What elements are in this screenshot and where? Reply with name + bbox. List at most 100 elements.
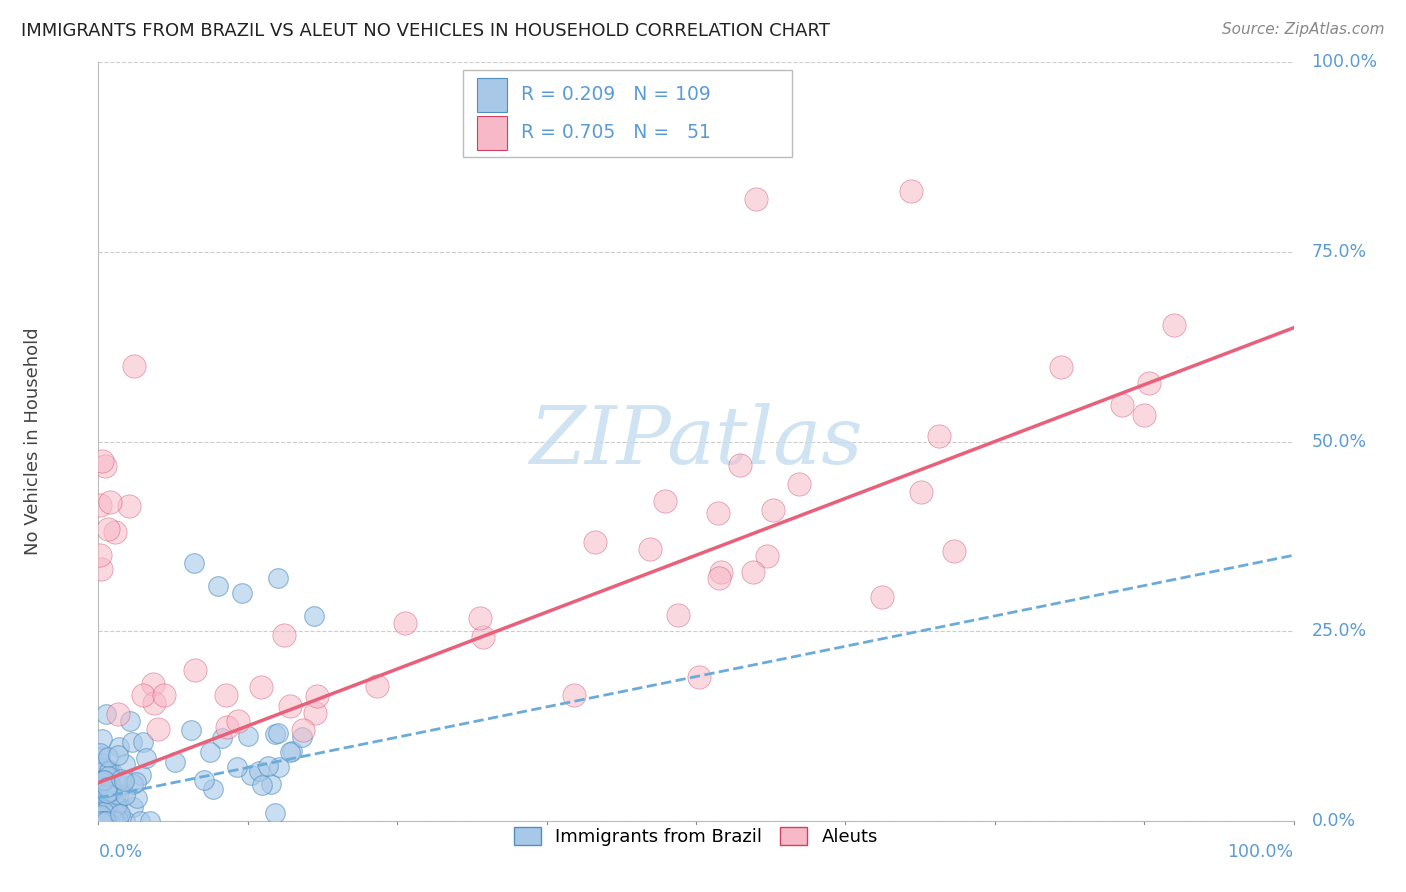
Point bbox=[124, 775, 146, 789]
Point bbox=[688, 670, 710, 684]
Point bbox=[90, 732, 112, 747]
Legend: Immigrants from Brazil, Aleuts: Immigrants from Brazil, Aleuts bbox=[506, 820, 886, 854]
Text: 0.0%: 0.0% bbox=[98, 844, 142, 862]
Point bbox=[304, 706, 326, 720]
Point bbox=[107, 747, 129, 762]
Point bbox=[471, 631, 494, 645]
Point bbox=[104, 787, 127, 801]
Point bbox=[139, 814, 162, 828]
Point bbox=[91, 772, 114, 787]
Point bbox=[93, 772, 115, 787]
Point bbox=[89, 749, 111, 764]
Point bbox=[240, 768, 263, 782]
Point bbox=[96, 814, 118, 828]
Point bbox=[267, 725, 290, 739]
Point bbox=[226, 760, 249, 774]
Point bbox=[90, 814, 112, 828]
FancyBboxPatch shape bbox=[463, 70, 792, 157]
Bar bbox=[477, 78, 508, 112]
Point bbox=[125, 791, 148, 805]
Point bbox=[131, 767, 153, 781]
Point bbox=[107, 814, 129, 828]
Point bbox=[108, 806, 131, 821]
Text: 100.0%: 100.0% bbox=[1227, 844, 1294, 862]
Point bbox=[184, 663, 207, 677]
Point bbox=[654, 494, 676, 508]
Point bbox=[165, 755, 187, 769]
Point bbox=[98, 814, 121, 828]
Point bbox=[120, 714, 142, 729]
Point bbox=[238, 729, 260, 743]
Point bbox=[96, 795, 118, 809]
Point bbox=[91, 760, 114, 774]
Point bbox=[96, 801, 118, 815]
Text: IMMIGRANTS FROM BRAZIL VS ALEUT NO VEHICLES IN HOUSEHOLD CORRELATION CHART: IMMIGRANTS FROM BRAZIL VS ALEUT NO VEHIC… bbox=[21, 22, 830, 40]
Point bbox=[302, 608, 325, 623]
Point bbox=[97, 750, 120, 764]
Point bbox=[89, 814, 111, 828]
Point bbox=[292, 723, 315, 737]
Point bbox=[267, 571, 290, 585]
Point bbox=[583, 534, 606, 549]
Point bbox=[291, 730, 314, 744]
Point bbox=[93, 814, 115, 828]
Point bbox=[640, 542, 662, 557]
Point bbox=[152, 688, 174, 702]
Point bbox=[200, 745, 222, 759]
Point bbox=[745, 192, 768, 206]
Point bbox=[260, 777, 283, 791]
Point bbox=[91, 800, 114, 814]
Point bbox=[122, 799, 145, 814]
Point bbox=[114, 814, 136, 828]
Point bbox=[108, 740, 131, 755]
Point bbox=[100, 765, 122, 780]
Point bbox=[468, 610, 491, 624]
Point bbox=[94, 459, 117, 474]
Point bbox=[93, 797, 115, 811]
Point bbox=[1111, 398, 1133, 412]
Point bbox=[100, 784, 122, 798]
Point bbox=[366, 680, 388, 694]
Point bbox=[89, 779, 111, 793]
Point bbox=[180, 723, 202, 738]
Point bbox=[94, 814, 117, 828]
Point bbox=[93, 805, 115, 819]
Point bbox=[107, 707, 129, 722]
Point bbox=[250, 778, 273, 792]
Point bbox=[90, 814, 112, 828]
Point bbox=[97, 781, 120, 796]
Point bbox=[183, 556, 205, 570]
Point bbox=[96, 805, 118, 820]
Point bbox=[111, 778, 134, 792]
Point bbox=[97, 768, 120, 782]
Point bbox=[96, 786, 118, 800]
Point bbox=[97, 803, 120, 817]
Point bbox=[710, 566, 733, 580]
Point bbox=[105, 797, 128, 811]
Point bbox=[89, 548, 111, 562]
Point bbox=[942, 544, 965, 558]
Point bbox=[211, 731, 233, 746]
Point bbox=[94, 762, 117, 776]
Point bbox=[121, 777, 143, 791]
Point bbox=[90, 756, 112, 770]
Point bbox=[146, 722, 169, 736]
Point bbox=[142, 676, 165, 690]
Point bbox=[193, 772, 215, 787]
Point bbox=[273, 627, 295, 641]
Point bbox=[249, 764, 271, 778]
Point bbox=[104, 814, 127, 828]
Point bbox=[263, 727, 285, 741]
Point bbox=[93, 814, 115, 828]
Point bbox=[96, 814, 118, 828]
Point bbox=[98, 495, 122, 509]
Point bbox=[217, 720, 239, 734]
Point bbox=[98, 764, 121, 778]
Point bbox=[787, 477, 810, 491]
Point bbox=[910, 485, 932, 500]
Text: No Vehicles in Household: No Vehicles in Household bbox=[24, 327, 42, 556]
Point bbox=[103, 524, 125, 539]
Point bbox=[562, 689, 585, 703]
Text: R = 0.209   N = 109: R = 0.209 N = 109 bbox=[522, 85, 711, 104]
Point bbox=[870, 590, 893, 604]
